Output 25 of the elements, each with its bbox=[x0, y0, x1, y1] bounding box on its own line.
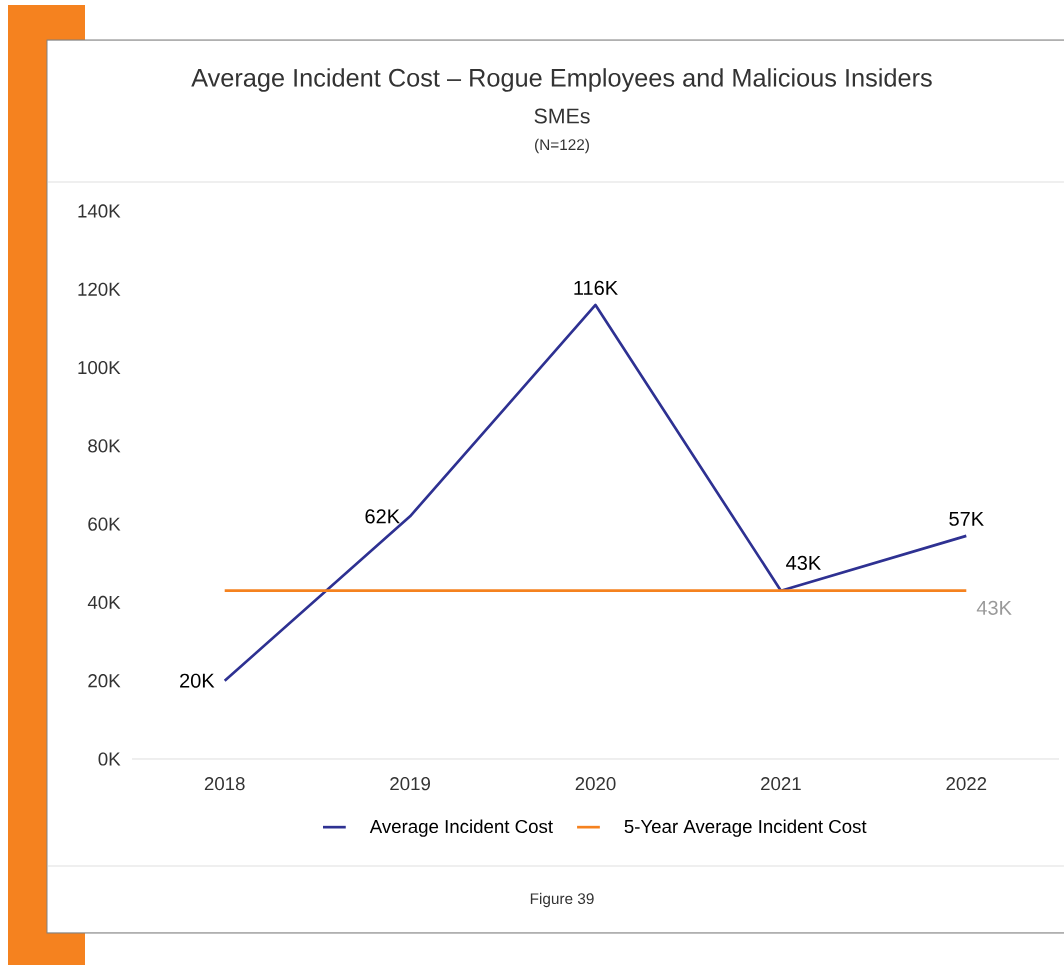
data-label: 20K bbox=[180, 673, 215, 688]
chart-title: Average Incident Cost – Rogue Employees and Malicious Insiders bbox=[191, 68, 932, 92]
data-label: 57K bbox=[949, 511, 984, 526]
y-tick-label: 40K bbox=[87, 595, 121, 610]
chart-subtitle: SMEs bbox=[534, 108, 590, 124]
x-tick-label: 2022 bbox=[946, 777, 987, 791]
text: (N=122) bbox=[535, 138, 589, 154]
y-tick-label: 0K bbox=[98, 752, 121, 766]
x-tick-label: 2019 bbox=[390, 777, 430, 791]
y-tick-label: 20K bbox=[88, 674, 121, 688]
y-tick-label: 100K bbox=[78, 360, 121, 375]
x-tick-label: 2020 bbox=[575, 777, 616, 791]
data-label: 43K bbox=[976, 600, 1012, 615]
legend-label: 5-Year Average Incident Cost bbox=[624, 819, 867, 837]
legend-label: Average Incident Cost bbox=[369, 819, 553, 837]
data-label: 62K bbox=[365, 509, 400, 524]
x-tick-label: 2018 bbox=[204, 777, 245, 791]
y-tick-label: 60K bbox=[88, 517, 121, 531]
data-label: 116K bbox=[574, 280, 618, 295]
x-tick-label: 2021 bbox=[761, 777, 801, 791]
y-tick-label: 120K bbox=[78, 282, 121, 296]
caption: Figure 39 bbox=[530, 892, 594, 908]
y-tick-label: 80K bbox=[88, 439, 121, 453]
y-tick-label: 140K bbox=[78, 204, 121, 218]
data-label: 43K bbox=[786, 555, 821, 570]
